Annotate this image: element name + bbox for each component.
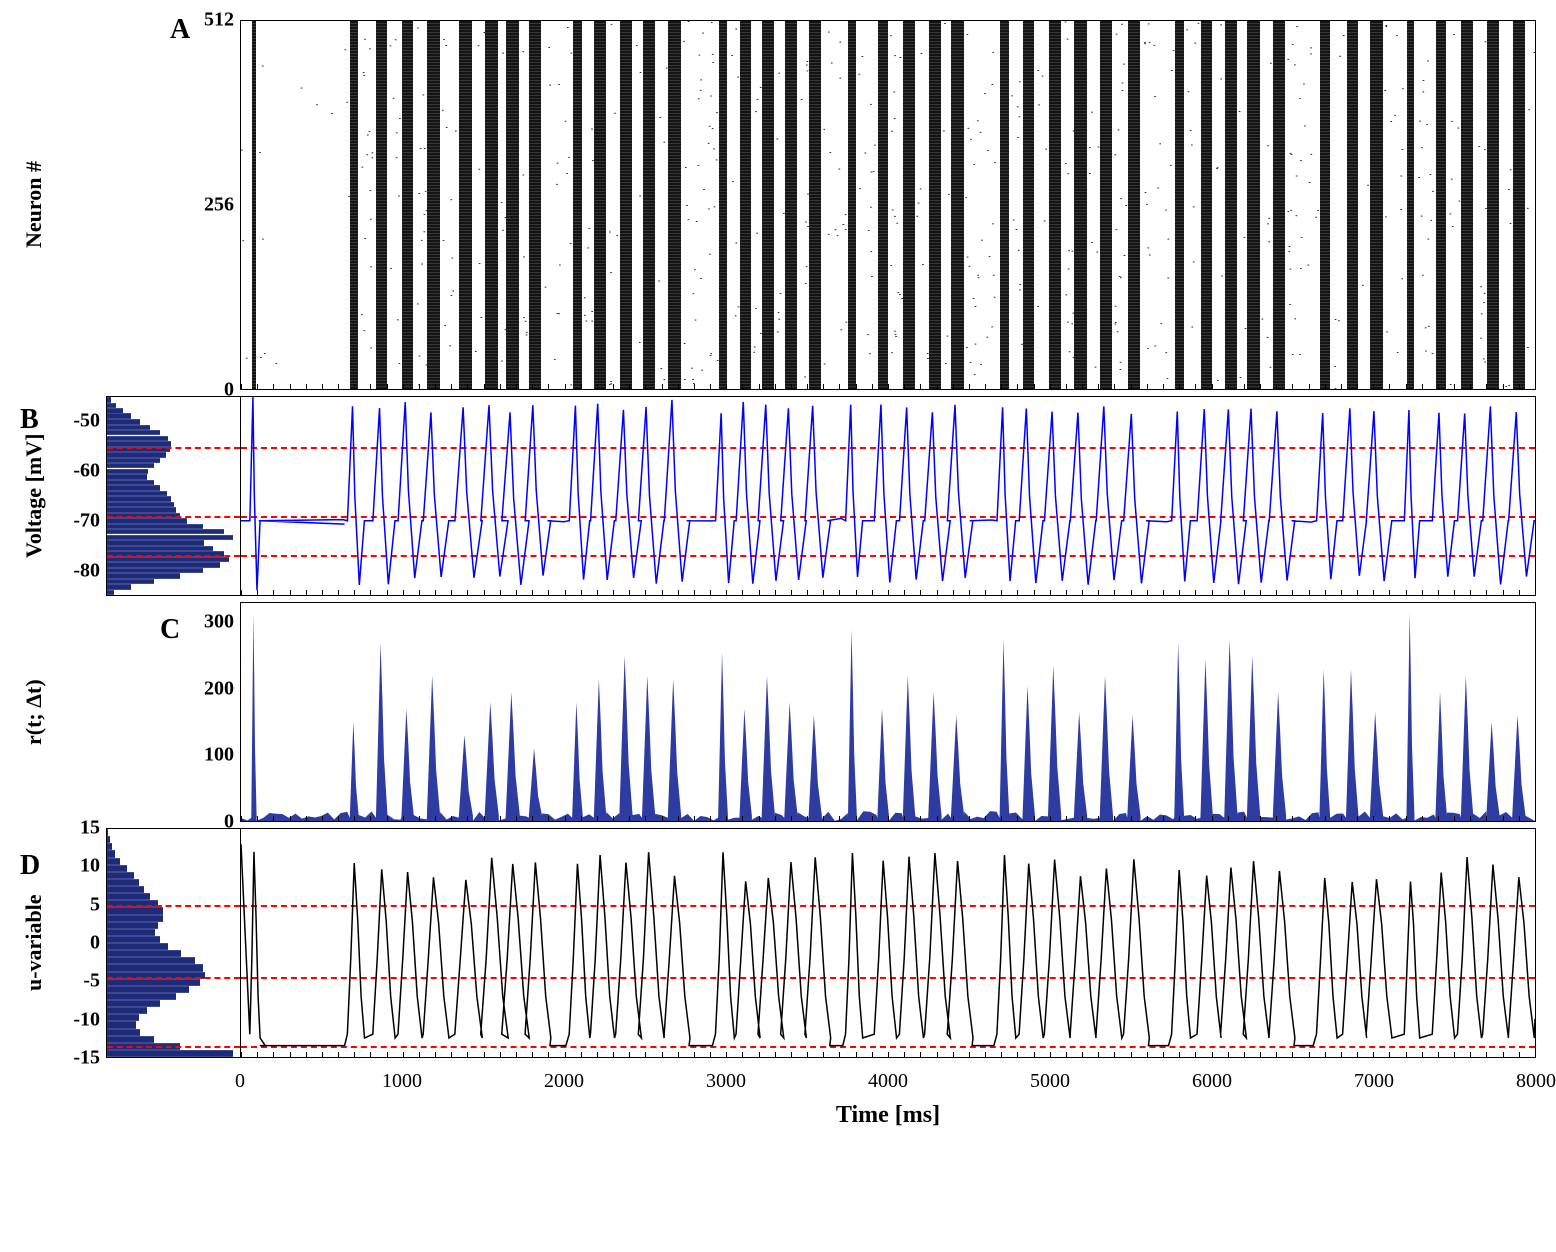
panel-c: r(t; Δt) 0100200300 <box>20 602 1536 822</box>
panel-c-ylabel: r(t; Δt) <box>20 602 48 822</box>
panel-b: Voltage [mV] -80-70-60-50 <box>20 396 1536 596</box>
panel-d-yticks: -15-10-5051015 <box>48 828 106 1058</box>
panel-a-label: A <box>170 14 190 46</box>
panel-b-label: B <box>20 404 39 436</box>
panel-c-label: C <box>160 614 180 646</box>
xaxis-label: Time [ms] <box>240 1102 1536 1129</box>
panel-d-histogram <box>106 828 240 1058</box>
panel-c-rate <box>240 602 1536 822</box>
figure: A Neuron # 0256512 B Voltage [mV] -80-70… <box>20 20 1536 1129</box>
panel-d-uvar-trace <box>240 828 1536 1058</box>
panel-d-label: D <box>20 850 40 882</box>
xaxis-ticks: 010002000300040005000600070008000 <box>240 1064 1536 1094</box>
panel-a-raster <box>240 20 1536 390</box>
panel-b-yticks: -80-70-60-50 <box>48 396 106 596</box>
panel-b-histogram <box>106 396 240 596</box>
panel-a-ylabel: Neuron # <box>20 20 48 390</box>
panel-a-yticks: 0256512 <box>182 20 240 390</box>
panel-b-voltage-trace <box>240 396 1536 596</box>
panel-a: Neuron # 0256512 <box>20 20 1536 390</box>
panel-d: u-variable -15-10-5051015 <box>20 828 1536 1058</box>
panel-c-yticks: 0100200300 <box>182 602 240 822</box>
